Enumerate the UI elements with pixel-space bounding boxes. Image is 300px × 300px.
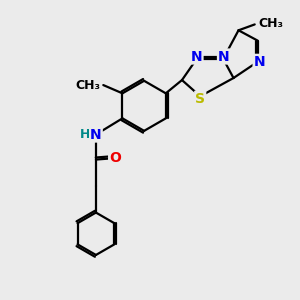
Text: N: N [254, 55, 265, 69]
Text: CH₃: CH₃ [258, 17, 283, 30]
Text: N: N [90, 128, 102, 142]
Text: N: N [191, 50, 203, 64]
Text: O: O [109, 151, 121, 165]
Text: CH₃: CH₃ [75, 79, 100, 92]
Text: S: S [195, 92, 205, 106]
Text: N: N [218, 50, 230, 64]
Text: H: H [80, 128, 90, 141]
